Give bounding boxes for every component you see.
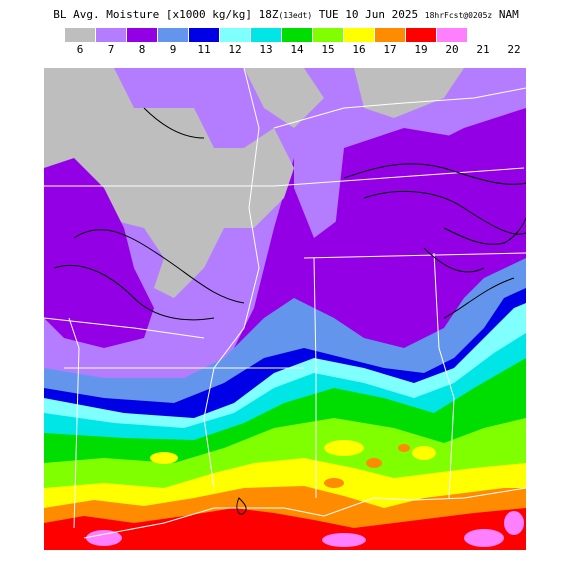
title-model: NAM [492,8,519,21]
legend-tick-label: 13 [259,43,272,56]
state-line-mo-ar [273,167,525,187]
legend-tick-label: 20 [445,43,458,56]
chart-title: BL Avg. Moisture [x1000 kg/kg] 18Z(13edt… [0,8,572,21]
contour-5 [443,217,526,245]
legend-tick-label: 7 [108,43,115,56]
region-gray-central [244,68,324,128]
contour-9 [443,277,515,319]
legend-tick-label: 15 [321,43,334,56]
moisture-map [44,68,526,550]
legend-tick-label: 8 [139,43,146,56]
color-legend: 6 7 8 9 11 12 13 14 15 16 17 19 20 21 22 [65,28,521,56]
state-line-ky [273,87,526,129]
contour-2 [53,264,215,321]
contour-lines [53,107,526,515]
blob-orange-3 [324,478,344,488]
legend-tick-label: 22 [507,43,520,56]
legend-swatch [344,28,374,42]
legend-swatch [65,28,95,42]
region-gray-ne [354,68,464,118]
title-init: (13edt) [278,11,313,20]
region-pink-4 [504,511,524,535]
legend-swatch [437,28,467,42]
region-purple-west [44,158,154,348]
legend-swatch [189,28,219,42]
state-line-al-ga [433,252,455,499]
legend-swatch [282,28,312,42]
legend-tick-label: 17 [383,43,396,56]
state-line-ms-al [313,257,317,498]
state-line-ms-river [203,68,260,489]
blob-yellow-2 [324,440,364,456]
contour-3 [343,163,526,185]
legend-swatch [127,28,157,42]
legend-swatch [96,28,126,42]
legend-tick-label: 21 [476,43,489,56]
legend-swatch [220,28,250,42]
legend-swatch [158,28,188,42]
region-pink-3 [464,529,504,547]
contour-4 [363,191,526,235]
legend-tick-label: 16 [352,43,365,56]
title-main: BL Avg. Moisture [x1000 kg/kg] 18Z [53,8,279,21]
blob-orange-1 [366,458,382,468]
blob-orange-2 [398,444,410,452]
contour-7 [423,247,485,273]
legend-tick-label: 11 [197,43,210,56]
title-date: TUE 10 Jun 2025 [312,8,425,21]
blob-yellow-1 [150,452,178,464]
legend-swatch [313,28,343,42]
blob-yellow-3 [412,446,436,460]
state-line-tx [68,317,80,529]
contour-6 [143,107,205,139]
legend-swatch [251,28,281,42]
contour-8 [236,497,247,515]
legend-tick-label: 19 [414,43,427,56]
region-pink-1 [86,530,122,546]
region-gray-west [44,68,294,298]
contour-1 [73,229,245,304]
title-forecast: 18hrFcst@0205z [424,11,493,20]
legend-swatch [375,28,405,42]
state-line-gulf [83,487,526,539]
state-line-tn [303,252,526,259]
legend-tick-label: 6 [77,43,84,56]
legend-tick-label: 12 [228,43,241,56]
state-line-ok-tx [44,317,205,339]
legend-swatch [406,28,436,42]
legend-tick-label: 9 [170,43,177,56]
legend-tick-label: 14 [290,43,304,56]
region-red [44,508,526,550]
region-pink-2 [322,533,366,547]
state-boundaries [44,68,526,539]
